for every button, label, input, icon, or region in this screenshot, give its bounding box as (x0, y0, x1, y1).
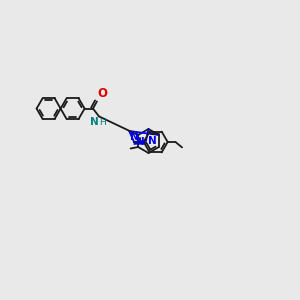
Text: N: N (136, 137, 144, 147)
Text: N: N (130, 132, 139, 142)
Text: O: O (98, 87, 107, 100)
Text: H: H (99, 118, 106, 127)
Text: N: N (148, 136, 156, 146)
Text: N: N (90, 117, 98, 127)
